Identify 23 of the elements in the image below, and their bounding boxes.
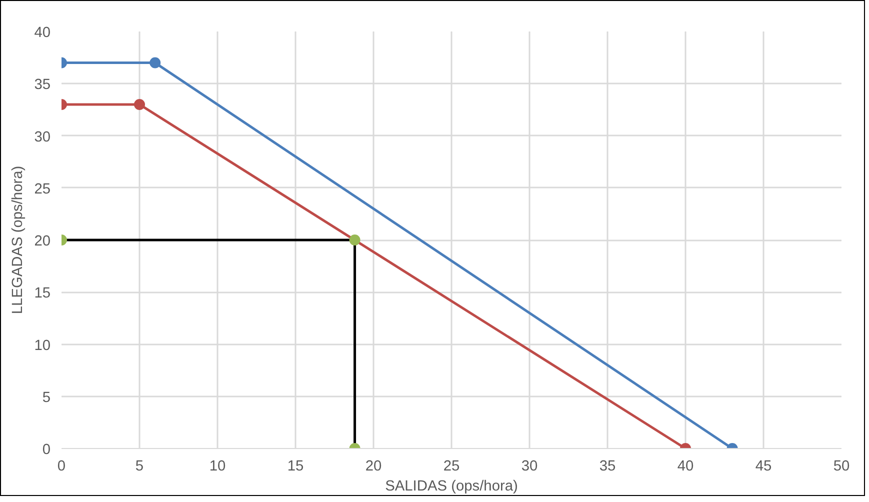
point — [349, 234, 360, 246]
y-tick-label: 5 — [42, 390, 51, 406]
y-tick-label: 35 — [34, 77, 51, 94]
x-axis-title: SALIDAS (ops/hora) — [385, 478, 518, 494]
y-tick-label: 10 — [34, 338, 51, 354]
y-tick-label: 15 — [34, 286, 51, 302]
x-tick-label: 5 — [135, 458, 144, 474]
y-tick-label: 20 — [34, 234, 51, 250]
y-tick-label: 25 — [34, 181, 51, 198]
y-tick-label: 30 — [34, 129, 51, 146]
y-axis-title: LLEGADAS (ops/hora) — [10, 166, 26, 314]
x-tick-label: 35 — [599, 458, 616, 474]
x-tick-label: 40 — [677, 458, 694, 474]
x-tick-label: 20 — [365, 458, 382, 474]
x-tick-label: 0 — [57, 458, 66, 474]
y-tick-label: 0 — [42, 442, 51, 458]
x-tick-label: 15 — [287, 458, 304, 474]
x-tick-label: 10 — [209, 458, 226, 474]
x-tick-label: 30 — [521, 458, 538, 474]
y-tick-label: 40 — [34, 25, 51, 41]
x-tick-label: 50 — [833, 458, 850, 474]
x-tick-label: 25 — [443, 458, 460, 474]
x-tick-label: 45 — [755, 458, 772, 474]
